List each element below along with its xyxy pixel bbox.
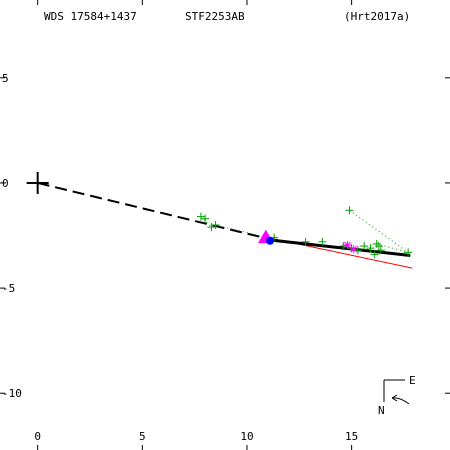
circle-mark (266, 236, 274, 245)
dotted-connector (200, 216, 212, 228)
observation-mark (376, 246, 385, 255)
observation-mark (374, 242, 383, 251)
dashed-trend-line (37, 181, 269, 240)
header-right: (Hrt2017a) (344, 10, 410, 23)
observation-mark (201, 214, 210, 223)
y-tick-label: 0 (2, 177, 9, 190)
observation-mark (404, 248, 413, 257)
compass-north-label: N (378, 404, 385, 417)
x-tick-label: 15 (345, 430, 358, 443)
observation-mark (366, 244, 375, 253)
observation-mark (207, 223, 216, 232)
data-marks (26, 171, 413, 259)
x-tick-label: 10 (240, 430, 253, 443)
y-tick-label: 5 (2, 72, 9, 85)
observation-mark (318, 237, 327, 246)
header-center: STF2253AB (185, 10, 245, 23)
dotted-connector (376, 243, 409, 253)
y-tick-label: -5 (2, 282, 15, 295)
compass-east-label: E (409, 374, 416, 387)
observation-mark (372, 239, 381, 248)
observation-mark (196, 212, 205, 221)
star-mark-d2 (344, 241, 351, 249)
star-mark-d2 (350, 245, 358, 253)
trend-lines (37, 181, 413, 269)
observation-mark (360, 242, 369, 251)
observation-mark (345, 206, 354, 215)
direction-arrow-icon (391, 394, 410, 405)
compass: E N (378, 374, 416, 417)
observation-mark (370, 250, 379, 259)
star-mark (343, 240, 352, 249)
x-tick-label: 5 (139, 430, 146, 443)
star-mark (349, 245, 358, 254)
header-left: WDS 17584+1437 (44, 10, 137, 23)
observation-mark (301, 237, 310, 246)
dotted-connector (215, 224, 269, 239)
dotted-connector (349, 209, 409, 253)
fit-line (267, 238, 411, 257)
x-tick-label: 0 (34, 430, 41, 443)
observation-mark (211, 221, 220, 229)
y-tick-label: -10 (2, 387, 22, 400)
